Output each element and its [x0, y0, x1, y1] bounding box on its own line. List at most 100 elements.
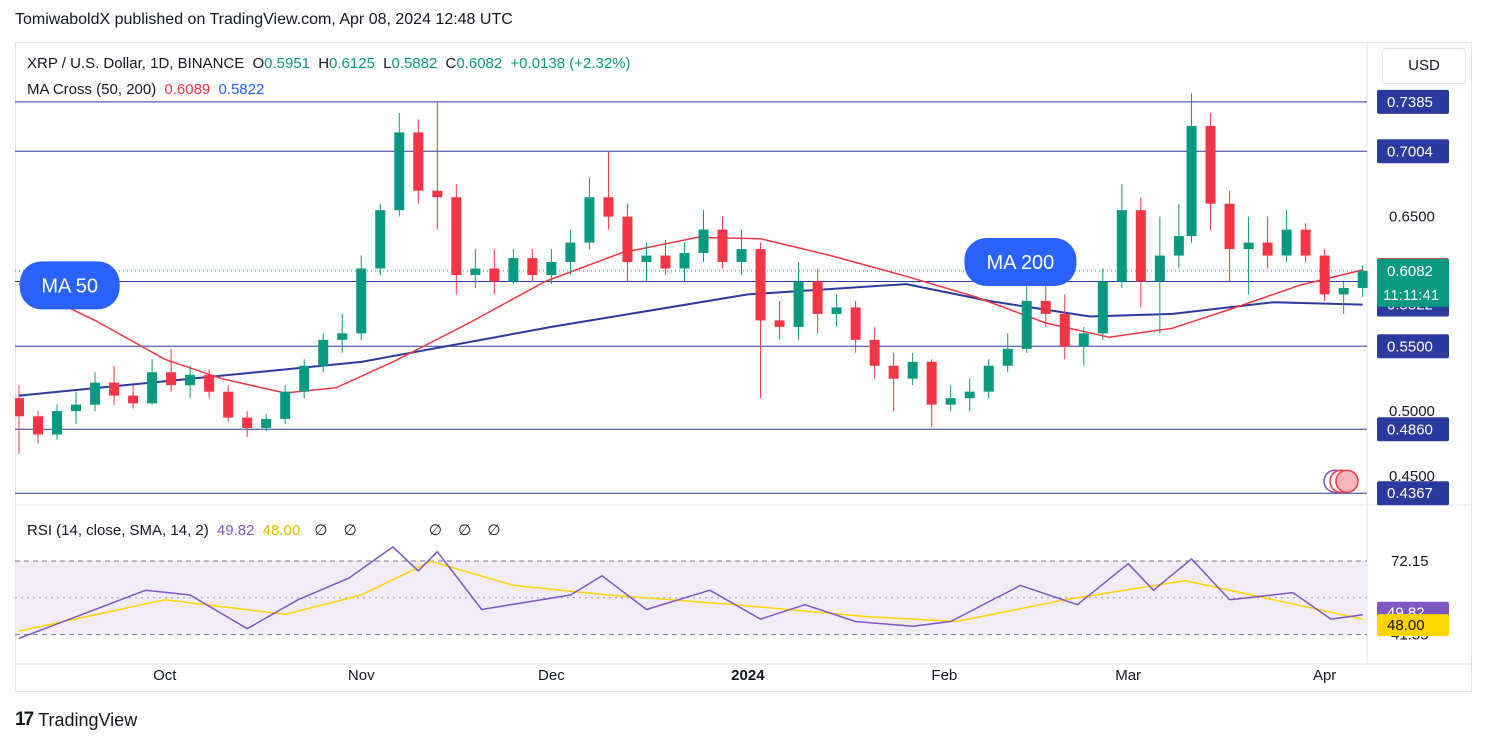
candle-body: [204, 374, 215, 392]
currency-button[interactable]: USD: [1382, 48, 1466, 84]
time-tick-label: 2024: [731, 667, 765, 684]
candle-body: [622, 216, 633, 263]
close-value: 0.6082: [456, 55, 503, 72]
candle-body: [812, 281, 823, 314]
publisher-line: TomiwaboldX published on TradingView.com…: [15, 11, 513, 28]
candle-body: [1338, 287, 1349, 295]
level-badge: 0.4367: [1387, 485, 1433, 502]
rsi-legend: RSI (14, close, SMA, 14, 2) 49.82 48.00 …: [27, 521, 504, 539]
rsi-sma-legend-value: 48.00: [262, 522, 301, 539]
rsi-line: [18, 546, 1363, 640]
level-badge-bg: [1377, 139, 1449, 164]
ma50-legend-value: 0.6089: [164, 81, 211, 98]
candle-body: [223, 391, 234, 418]
candle-body: [356, 268, 367, 334]
candle-body: [1135, 210, 1146, 282]
rsi-empty-4: ∅: [458, 522, 472, 539]
candle-body: [508, 258, 519, 282]
price-tick-label: 0.6500: [1389, 209, 1435, 226]
rsi-label[interactable]: RSI (14, close, SMA, 14, 2): [27, 522, 209, 539]
ma200-line: [18, 283, 1363, 397]
candle-body: [1154, 255, 1165, 282]
candle-body: [774, 320, 785, 327]
candle-body: [603, 197, 614, 217]
candle-body: [147, 372, 158, 404]
candle-body: [679, 252, 690, 269]
chart-svg[interactable]: MA 50 MA 200 0.6500 0.5000 0.4500 0.7385 0.700…: [15, 42, 1472, 692]
candle-body: [1097, 281, 1108, 334]
candle-body: [413, 132, 424, 191]
candle-body: [793, 281, 804, 327]
candle-body: [546, 262, 557, 275]
time-tick-label: Mar: [1115, 667, 1141, 684]
ma-legend: MA Cross (50, 200) 0.6089 0.5822: [27, 81, 268, 98]
candle-body: [888, 365, 899, 379]
ma50-line: [18, 236, 1363, 394]
candle-body: [1186, 125, 1197, 237]
rsi-empty-5: ∅: [487, 522, 501, 539]
candle-body: [261, 418, 272, 428]
candle-body: [242, 417, 253, 428]
candle-body: [1040, 300, 1051, 314]
time-tick-label: Dec: [538, 667, 565, 684]
countdown-badge: 11:11:41: [1383, 287, 1439, 304]
candle-body: [375, 210, 386, 269]
level-badge: 0.7385: [1387, 94, 1433, 111]
candle-body: [1281, 229, 1292, 256]
rsi-tick-label: 72.15: [1391, 553, 1429, 570]
candle-body: [109, 382, 120, 396]
candle-body: [527, 258, 538, 275]
candle-body: [907, 361, 918, 379]
high-label: H: [318, 55, 330, 72]
level-badge-bg: [1377, 89, 1449, 114]
candle-body: [660, 255, 671, 269]
candle-body: [698, 229, 709, 253]
candle-body: [1319, 255, 1330, 295]
rsi-sma-badge: 48.00: [1387, 617, 1425, 634]
candle-body: [926, 361, 937, 405]
symbol-title[interactable]: XRP / U.S. Dollar, 1D, BINANCE: [27, 55, 245, 72]
candle-body: [1243, 242, 1254, 250]
candle-body: [489, 268, 500, 282]
level-badge: 0.4860: [1387, 421, 1433, 438]
ma50-callout[interactable]: [19, 261, 120, 310]
change-value: +0.0138 (+2.32%): [510, 55, 631, 72]
candle-body: [1357, 270, 1368, 288]
candle-body: [869, 339, 880, 366]
candle-body: [52, 411, 63, 435]
ma200-legend-value: 0.5822: [218, 81, 265, 98]
candle-body: [299, 365, 310, 392]
candle-body: [831, 307, 842, 314]
rsi-empty-1: ∅: [314, 522, 328, 539]
us-flag-icon[interactable]: [1335, 469, 1359, 493]
candle-body: [1002, 348, 1013, 366]
rsi-sma-line: [18, 560, 1363, 632]
high-value: 0.6125: [329, 55, 375, 72]
candle-body: [1116, 210, 1127, 282]
low-value: 0.5882: [391, 55, 438, 72]
ma200-callout[interactable]: [964, 238, 1077, 287]
time-tick-label: Apr: [1313, 667, 1336, 684]
candle-body: [964, 391, 975, 399]
level-badge: 0.5500: [1387, 338, 1433, 355]
level-badge-bg: [1377, 417, 1449, 442]
price-legend: XRP / U.S. Dollar, 1D, BINANCE O0.5951 H…: [27, 55, 635, 72]
level-badge-bg: [1377, 334, 1449, 359]
time-tick-label: Oct: [153, 667, 177, 684]
candle-body: [1262, 242, 1273, 256]
candle-body: [1173, 236, 1184, 256]
candle-body: [394, 132, 405, 211]
candle-body: [565, 242, 576, 263]
candle-body: [584, 197, 595, 243]
candle-body: [717, 229, 728, 263]
rsi-empty-2: ∅: [343, 522, 357, 539]
candle-body: [945, 398, 956, 405]
ma200-callout-text: MA 200: [986, 252, 1054, 274]
candle-body: [1205, 125, 1216, 204]
ma-cross-label[interactable]: MA Cross (50, 200): [27, 81, 157, 98]
close-label: C: [445, 55, 457, 72]
candle-body: [470, 268, 481, 275]
footer-brand[interactable]: 17 TradingView: [15, 709, 137, 731]
rsi-legend-value: 49.82: [216, 522, 255, 539]
rsi-empty-3: ∅: [428, 522, 442, 539]
